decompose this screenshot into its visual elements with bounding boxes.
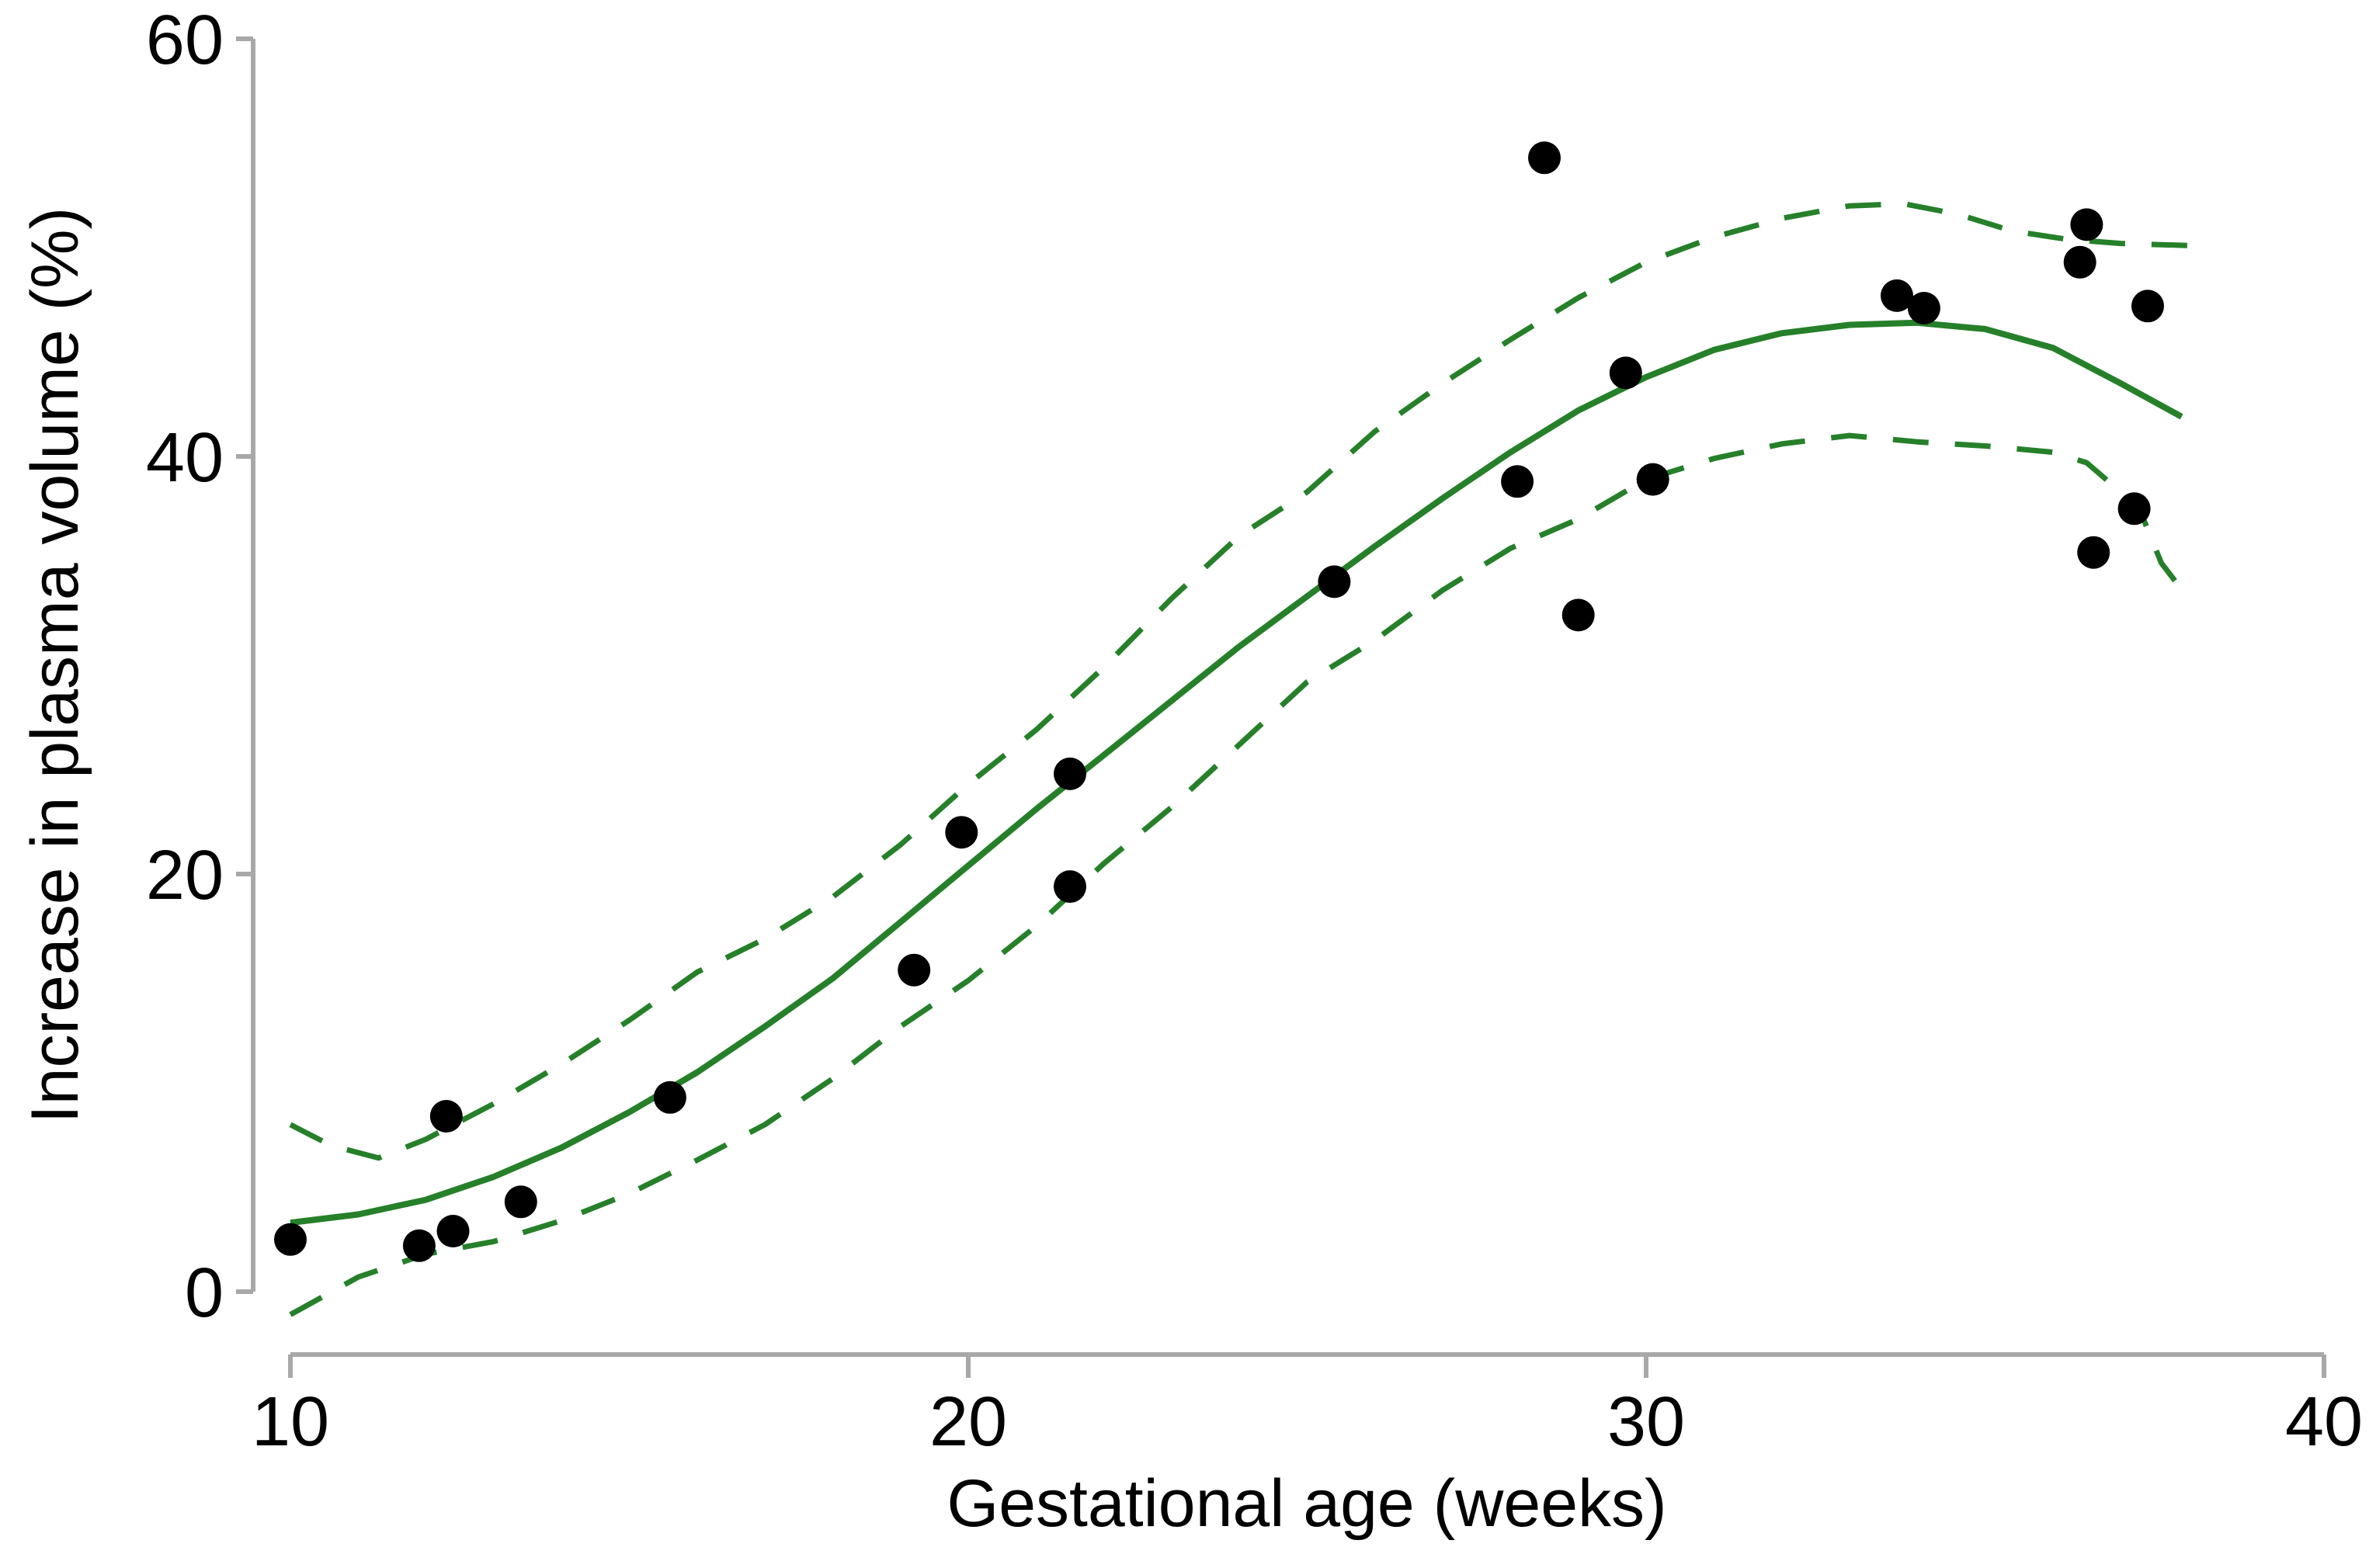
x-tick-label: 20	[929, 1383, 1007, 1461]
data-point	[2117, 492, 2151, 526]
data-point	[1881, 279, 1913, 312]
data-point	[274, 1223, 307, 1256]
data-point	[2063, 245, 2096, 279]
upper-confidence-band	[289, 201, 2189, 1161]
y-axis-title: Increase in plasma volume (%)	[18, 207, 92, 1124]
y-tick-label: 40	[146, 419, 224, 497]
y-tick-label: 60	[146, 2, 224, 79]
tick-labels: 0 20 40 60 10 20 30 40	[146, 2, 2363, 1461]
fitted-line	[290, 319, 2183, 1226]
data-point	[653, 1081, 686, 1114]
scatter-points	[274, 141, 2164, 1262]
data-point	[429, 1100, 463, 1133]
data-point	[2131, 290, 2164, 323]
data-point	[1636, 463, 1669, 496]
data-point	[1528, 141, 1561, 175]
fitted-curve	[290, 319, 2183, 1226]
data-point	[1054, 757, 1086, 790]
data-point	[436, 1215, 470, 1247]
data-point	[1318, 565, 1351, 598]
y-tick-label: 20	[146, 837, 224, 914]
data-point	[945, 816, 978, 849]
y-tick-label: 0	[185, 1254, 224, 1332]
confidence-bands	[289, 201, 2191, 1317]
data-point	[898, 953, 931, 987]
data-point	[1054, 870, 1086, 904]
data-point	[1907, 292, 1940, 324]
x-tick-label: 10	[252, 1383, 329, 1461]
x-tick-label: 40	[2285, 1383, 2363, 1461]
data-point	[2070, 208, 2103, 241]
data-point	[2077, 536, 2110, 569]
data-point	[504, 1185, 537, 1219]
data-point	[402, 1229, 436, 1262]
x-tick-label: 30	[1607, 1383, 1685, 1461]
data-point	[1609, 356, 1642, 390]
x-axis-title: Gestational age (weeks)	[947, 1466, 1666, 1541]
axes	[236, 36, 2326, 1378]
data-point	[1561, 598, 1595, 632]
lower-confidence-band	[289, 432, 2191, 1317]
data-point	[1501, 465, 1534, 498]
